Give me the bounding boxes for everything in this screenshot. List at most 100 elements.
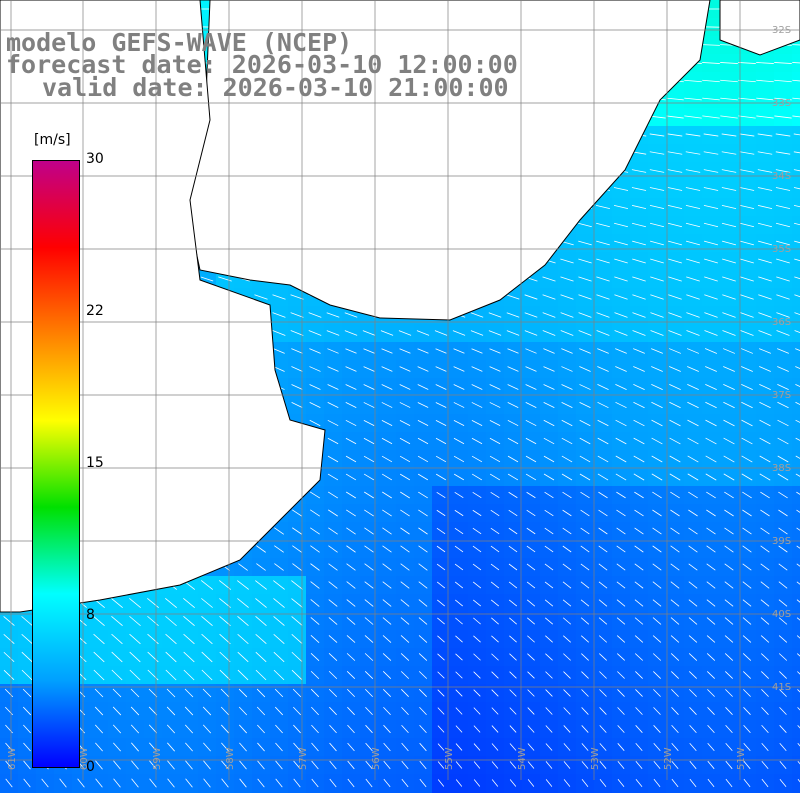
latitude-label: 34S [772,171,791,182]
wind-speed-cell [792,324,800,343]
wind-arrow [667,169,683,173]
wind-arrow [578,222,592,228]
wind-speed-cell [792,378,800,397]
wind-arrow [685,169,701,173]
longitude-label: 56W [371,747,382,770]
wind-arrow [702,115,720,119]
wind-arrow [666,97,684,101]
latitude-label: 38S [772,463,791,474]
wind-speed-cell [702,90,721,109]
wind-speed-cell [738,108,757,127]
wind-speed-cell [684,72,703,91]
wind-arrow [613,204,629,210]
wind-arrow [649,204,665,210]
wind-arrow [684,79,702,83]
wind-arrow [578,276,592,282]
longitude-label: 58W [225,747,236,770]
wind-arrow [596,276,610,282]
wind-arrow [650,294,664,300]
colorbar-tick-8: 8 [86,607,95,623]
wind-speed-cell [792,666,800,685]
wind-arrow [596,205,610,209]
wind-speed-cell [792,702,800,721]
wind-speed-cell [792,162,800,181]
wind-speed-cell [792,486,800,505]
wind-speed-cell [720,90,739,109]
wind-arrow [793,204,800,208]
wind-arrow [649,151,665,155]
wind-arrow [614,258,628,264]
colorbar-tick-30: 30 [86,151,104,167]
wind-arrow [794,222,800,226]
wind-arrow [614,276,628,282]
wind-speed-cell [666,126,685,145]
colorbar-tick-15: 15 [86,455,104,471]
wind-arrow [775,204,791,210]
wind-arrow [632,294,646,300]
wind-arrow [720,62,738,64]
wind-arrow [686,258,700,264]
wind-arrow [756,115,774,119]
wind-arrow [290,294,304,300]
wind-speed-cell [792,180,800,199]
wind-speed-cell [792,342,800,361]
wind-arrow [703,222,719,228]
colorbar-tick-22: 22 [86,303,104,319]
wind-arrow [666,115,684,119]
latitude-label: 33S [772,98,791,109]
wind-speed-cell [792,576,800,595]
wind-arrow [757,222,773,228]
wind-speed-cell [792,36,800,55]
wind-speed-cell [792,54,800,73]
longitude-label: 51W [736,747,747,770]
wind-arrow [272,312,286,318]
wind-arrow [506,294,520,300]
wind-speed-cell [702,36,721,55]
wind-speed-cell [702,126,721,145]
wind-arrow [720,79,738,83]
wind-arrow [739,187,755,191]
wind-arrow [758,276,772,282]
wind-speed-cell [792,414,800,433]
wind-arrow [756,62,774,64]
longitude-label: 54W [517,747,528,770]
wind-arrow [272,294,286,300]
wind-speed-cell [792,432,800,451]
wind-arrow [758,240,772,246]
longitude-label: 52W [663,747,674,770]
wind-speed-cell [774,90,793,109]
wind-speed-cell [666,108,685,127]
wind-arrow [668,276,682,282]
wind-arrow [254,294,268,300]
wind-arrow [793,151,800,154]
wind-speed-cell [756,108,775,127]
wind-speed-cell [756,72,775,91]
latitude-label: 37S [772,390,791,401]
wind-arrow [793,169,800,172]
wind-arrow [649,169,665,173]
latitude-label: 32S [772,25,791,36]
latitude-label: 40S [772,609,791,620]
wind-speed-cell [792,450,800,469]
wind-arrow [686,276,700,282]
wind-speed-cell [684,108,703,127]
wind-speed-cell [792,738,800,757]
wind-arrow [792,97,800,100]
wind-speed-cell [720,144,739,163]
longitude-label: 53W [590,747,601,770]
wind-speed-cell [792,612,800,631]
wind-speed-cell [792,198,800,217]
wind-arrow [721,169,737,173]
wind-arrow [775,133,791,137]
wind-arrow [757,169,773,173]
wind-arrow [775,169,791,173]
wind-speed-cell [792,144,800,163]
wind-arrow [668,240,682,246]
wind-arrow [578,294,592,300]
wind-arrow [739,133,755,137]
wind-arrow [667,204,683,210]
wind-arrow [631,187,647,191]
wind-arrow [685,222,701,228]
wind-arrow [631,222,647,228]
wind-speed-cell [792,306,800,325]
